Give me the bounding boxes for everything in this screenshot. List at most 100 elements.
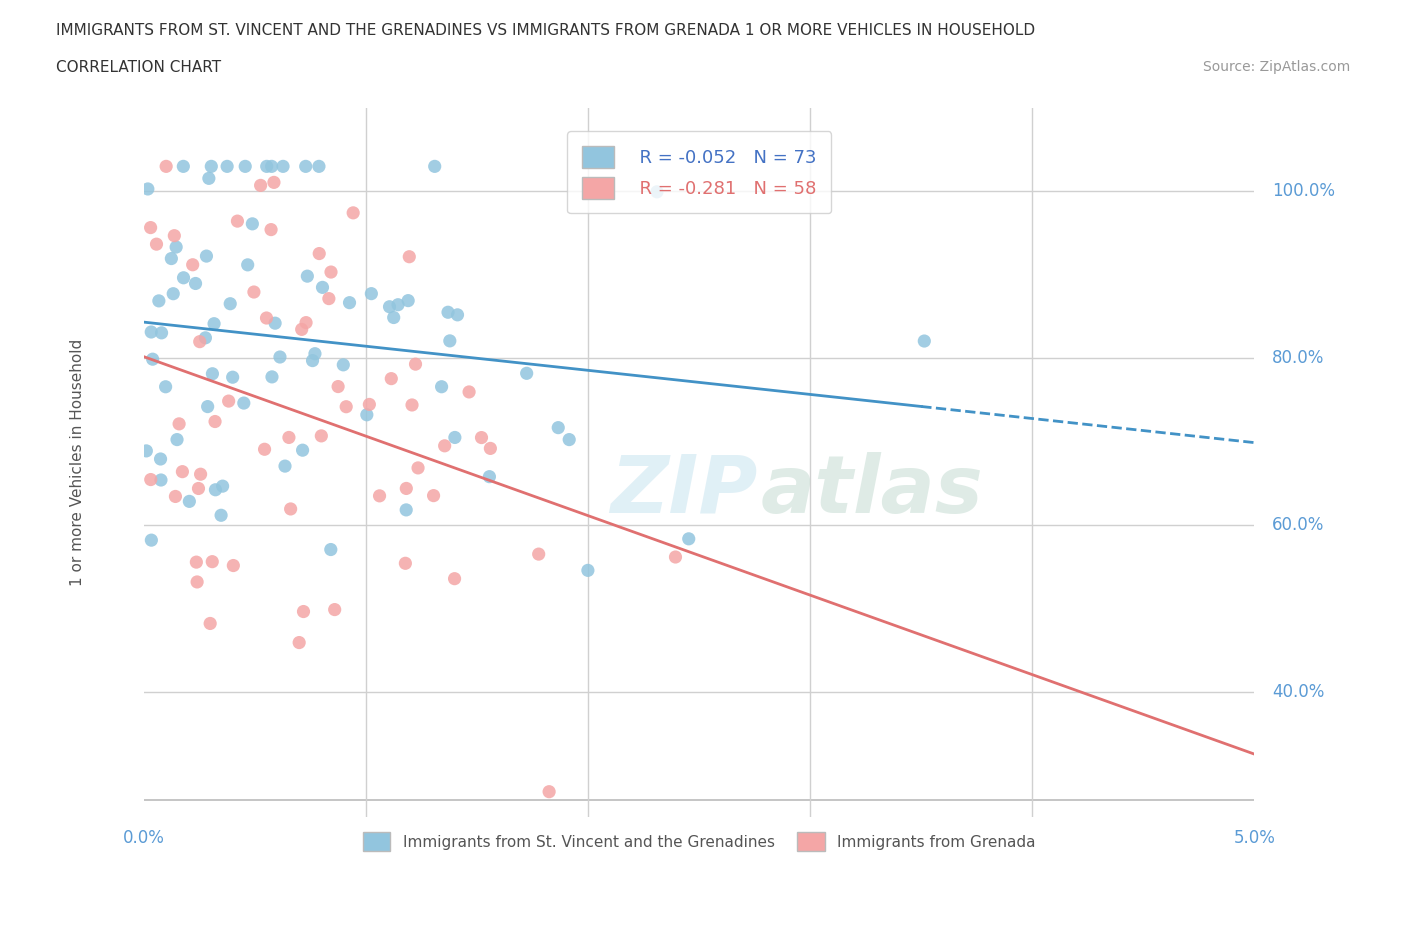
Point (576, 563, 599, 578)
Point (148, 294, 170, 309)
Point (319, 265, 342, 280)
Point (319, 542, 342, 557)
Point (538, 784, 561, 799)
Point (186, 575, 208, 590)
Point (359, 397, 381, 412)
Point (195, 248, 218, 263)
Point (437, 305, 460, 320)
Text: 5.0%: 5.0% (1233, 830, 1275, 847)
Point (405, 357, 427, 372)
Point (368, 488, 391, 503)
Point (218, 393, 240, 408)
Point (395, 502, 418, 517)
Point (335, 399, 357, 414)
Point (233, 159, 256, 174)
Text: 80.0%: 80.0% (1272, 349, 1324, 367)
Point (240, 217, 263, 232)
Point (318, 291, 340, 306)
Point (294, 159, 316, 174)
Point (332, 357, 354, 372)
Point (301, 353, 323, 368)
Point (172, 159, 194, 174)
Point (149, 472, 172, 487)
Point (395, 481, 418, 496)
Point (232, 395, 254, 410)
Point (664, 550, 686, 565)
Point (149, 452, 172, 467)
Point (912, 334, 935, 349)
Point (167, 417, 190, 432)
Point (678, 531, 700, 546)
Text: 100.0%: 100.0% (1272, 182, 1336, 200)
Text: 60.0%: 60.0% (1272, 516, 1324, 534)
Point (263, 175, 285, 190)
Point (181, 258, 204, 272)
Point (291, 443, 314, 458)
Point (201, 554, 224, 569)
Point (394, 556, 416, 571)
Point (136, 181, 159, 196)
Point (277, 430, 299, 445)
Point (217, 159, 239, 174)
Point (222, 558, 245, 573)
Point (256, 311, 278, 325)
Point (291, 322, 314, 337)
Point (202, 316, 225, 331)
Point (194, 330, 217, 345)
Point (211, 479, 233, 494)
Point (443, 571, 465, 586)
Point (142, 352, 165, 366)
Point (458, 384, 481, 399)
Point (179, 494, 201, 509)
Point (323, 602, 346, 617)
Point (172, 464, 194, 479)
Text: ZIP: ZIP (610, 452, 758, 530)
Point (187, 481, 209, 496)
Text: IMMIGRANTS FROM ST. VINCENT AND THE GRENADINES VS IMMIGRANTS FROM GRENADA 1 OR M: IMMIGRANTS FROM ST. VINCENT AND THE GREN… (56, 23, 1035, 38)
Point (516, 365, 538, 380)
Point (401, 397, 423, 412)
Point (150, 326, 173, 340)
Point (155, 379, 177, 394)
Text: 0.0%: 0.0% (124, 830, 165, 847)
Point (478, 470, 501, 485)
Point (430, 379, 453, 394)
Point (382, 310, 405, 325)
Point (422, 488, 444, 503)
Point (547, 420, 569, 435)
Point (326, 379, 349, 394)
Point (311, 280, 333, 295)
Point (479, 441, 502, 456)
Point (339, 295, 361, 310)
Point (356, 407, 378, 422)
Point (645, 184, 668, 199)
Point (439, 334, 461, 349)
Point (135, 444, 157, 458)
Point (387, 298, 409, 312)
Point (198, 616, 221, 631)
Point (527, 547, 550, 562)
Point (260, 369, 283, 384)
Text: CORRELATION CHART: CORRELATION CHART (56, 60, 221, 75)
Point (155, 159, 177, 174)
Point (446, 308, 468, 323)
Point (308, 246, 330, 261)
Point (173, 271, 195, 286)
Point (308, 159, 330, 174)
Point (260, 222, 283, 237)
Point (396, 293, 419, 308)
Point (221, 370, 243, 385)
Point (166, 432, 188, 447)
Point (165, 489, 187, 504)
Point (311, 429, 333, 444)
Point (249, 178, 271, 193)
Point (378, 299, 401, 314)
Point (204, 483, 226, 498)
Point (209, 508, 232, 523)
Point (197, 399, 219, 414)
Point (219, 297, 242, 312)
Point (162, 286, 184, 301)
Point (141, 533, 163, 548)
Point (186, 554, 208, 569)
Point (280, 501, 302, 516)
